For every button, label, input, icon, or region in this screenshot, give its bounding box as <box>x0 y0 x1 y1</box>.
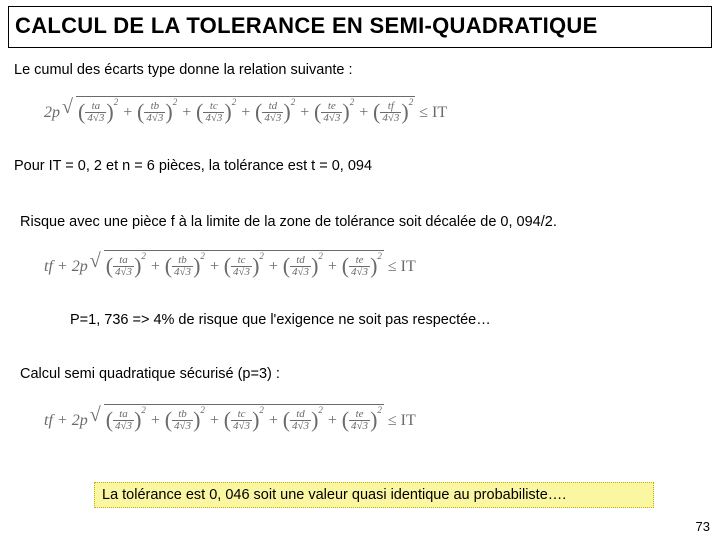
formula-2-prefix: tf + 2p <box>44 258 88 275</box>
intro-line: Le cumul des écarts type donne la relati… <box>14 62 353 78</box>
formula-1: 2p (ta4√3)2 + (tb4√3)2 + (tc4√3)2 + (td4… <box>44 96 447 125</box>
formula-1-rhs: ≤ IT <box>419 104 447 121</box>
page-title: CALCUL DE LA TOLERANCE EN SEMI-QUADRATIQ… <box>15 13 598 38</box>
page-number: 73 <box>696 519 710 534</box>
formula-1-prefix: 2p <box>44 104 60 121</box>
title-box: CALCUL DE LA TOLERANCE EN SEMI-QUADRATIQ… <box>8 6 712 48</box>
result-line-1: Pour IT = 0, 2 et n = 6 pièces, la tolér… <box>14 158 372 174</box>
formula-3: tf + 2p (ta4√3)2 + (tb4√3)2 + (tc4√3)2 +… <box>44 404 416 433</box>
risk-percent-line: P=1, 736 => 4% de risque que l'exigence … <box>70 312 491 328</box>
secured-line: Calcul semi quadratique sécurisé (p=3) : <box>20 366 280 382</box>
formula-3-rhs: ≤ IT <box>388 412 416 429</box>
formula-3-prefix: tf + 2p <box>44 412 88 429</box>
risk-line: Risque avec une pièce f à la limite de l… <box>20 214 557 230</box>
highlight-text: La tolérance est 0, 046 soit une valeur … <box>102 487 566 503</box>
formula-2: tf + 2p (ta4√3)2 + (tb4√3)2 + (tc4√3)2 +… <box>44 250 416 279</box>
formula-2-rhs: ≤ IT <box>388 258 416 275</box>
